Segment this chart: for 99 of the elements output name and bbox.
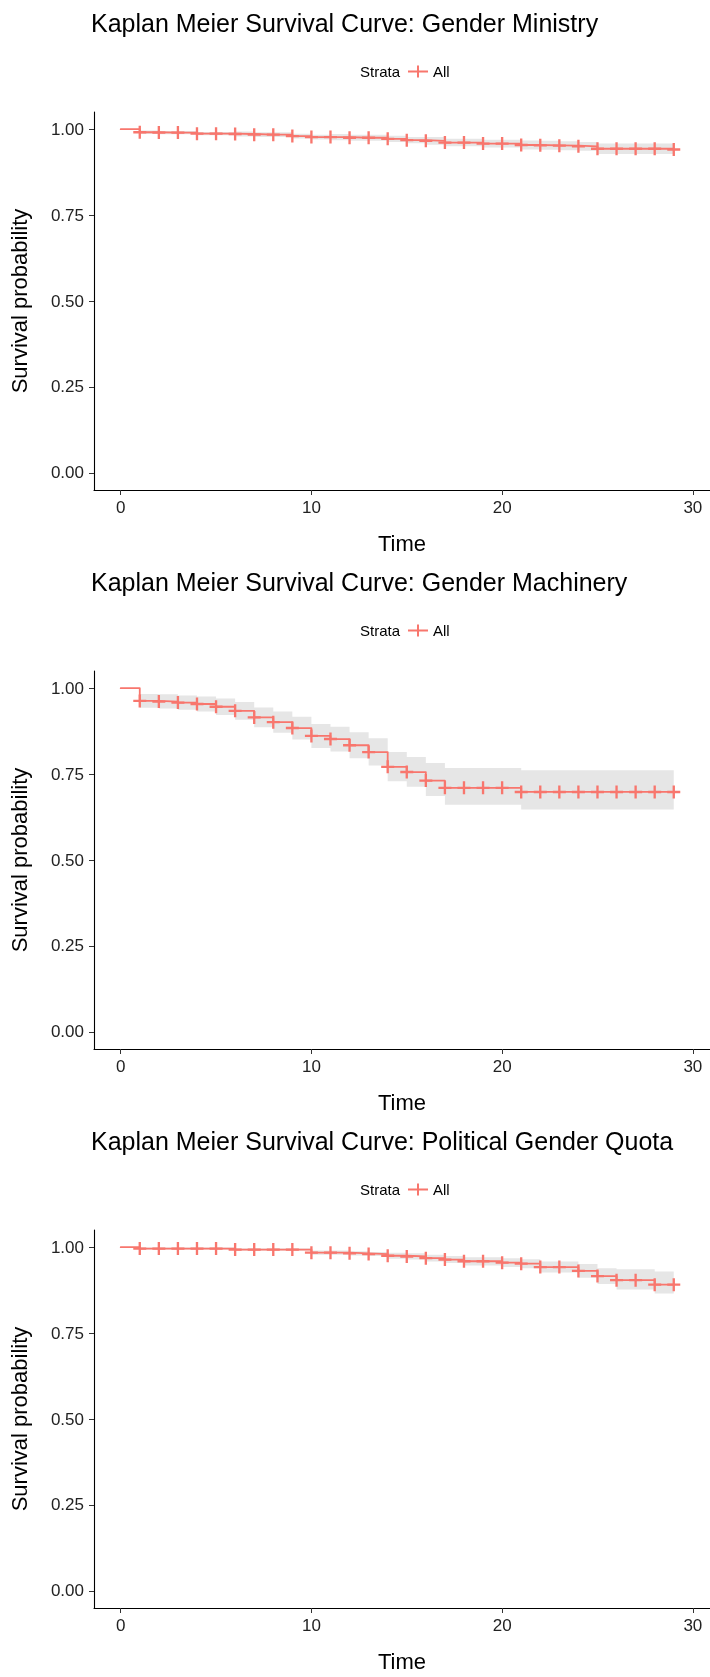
point [152,1242,166,1256]
point [247,710,261,724]
point [533,138,547,152]
x-tick-label: 0 [115,1057,126,1076]
legend-title: Strata [359,1180,401,1198]
legend-label: All [433,622,450,639]
y-tick-label: 0.00 [50,463,84,483]
point [552,785,566,799]
x-tick-label: 30 [683,1057,703,1076]
y-tick-label: 1.00 [50,678,84,698]
point [343,1246,357,1260]
y-tick-label: 0.75 [50,764,84,784]
y-tick-label: 1.00 [50,119,84,139]
x-tick-label: 0 [115,1616,126,1635]
point [209,127,223,141]
point [228,1243,242,1257]
point [285,721,299,735]
point [571,785,585,799]
x-tick-label: 10 [301,498,321,517]
x-tick-label: 10 [301,1616,321,1635]
legend-label: All [433,63,450,80]
point [304,130,318,144]
x-tick-label: 10 [301,1057,321,1076]
point [571,139,585,153]
legend-label: All [433,1181,450,1198]
y-tick-label: 0.50 [50,291,84,311]
point [362,1247,376,1261]
y-tick-label: 0.50 [50,850,84,870]
point [457,136,471,150]
x-tick-label: 20 [492,1057,512,1076]
x-axis-title: Time [377,1648,427,1674]
point [266,1243,280,1257]
y-axis-title: Survival probability [6,1326,32,1512]
point [362,745,376,759]
point [362,131,376,145]
point [552,1260,566,1274]
point [571,1264,585,1278]
y-tick-label: 0.50 [50,1409,84,1429]
y-tick-label: 0.25 [50,377,84,397]
point [285,129,299,143]
chart-title: Kaplan Meier Survival Curve: Gender Machinery [91,567,628,596]
chart-title: Kaplan Meier Survival Curve: Gender Ministry [91,8,599,37]
x-tick-label: 30 [683,1616,703,1635]
x-axis-title: Time [377,1089,427,1115]
point [629,1273,643,1287]
point [190,127,204,141]
x-tick-label: 20 [492,498,512,517]
y-tick-label: 0.00 [50,1581,84,1601]
point [438,136,452,150]
point [152,126,166,140]
y-tick-label: 0.25 [50,1495,84,1515]
y-tick-label: 0.25 [50,936,84,956]
y-axis-title: Survival probability [6,767,32,953]
x-axis-title: Time [377,530,427,556]
legend-title: Strata [359,621,401,639]
point [590,142,604,156]
legend-title: Strata [359,62,401,80]
point [476,137,490,151]
point [419,774,433,788]
point [304,1246,318,1260]
point [495,137,509,151]
point [438,1253,452,1267]
x-tick-label: 0 [115,498,126,517]
point [590,785,604,799]
point [629,785,643,799]
point [590,1269,604,1283]
point [610,142,624,156]
y-tick-label: 0.75 [50,205,84,225]
point [610,785,624,799]
point [323,130,337,144]
y-tick-label: 0.75 [50,1323,84,1343]
point [171,126,185,140]
point [247,1243,261,1257]
point [133,1242,147,1256]
y-axis-title: Survival probability [6,208,32,394]
y-tick-label: 0.00 [50,1022,84,1042]
point [667,142,681,156]
point [304,729,318,743]
point [400,1249,414,1263]
point [629,142,643,156]
y-tick-label: 1.00 [50,1237,84,1257]
chart-title: Kaplan Meier Survival Curve: Political Gender Quota [91,1126,674,1155]
point [209,1242,223,1256]
point [343,738,357,752]
point [171,1242,185,1256]
x-tick-label: 20 [492,1616,512,1635]
point [323,732,337,746]
point [285,1243,299,1257]
point [495,1256,509,1270]
point [648,1278,662,1292]
point [667,1278,681,1292]
point [323,1246,337,1260]
point [190,1242,204,1256]
point [552,139,566,153]
point [171,696,185,710]
point [152,695,166,709]
x-tick-label: 30 [683,498,703,517]
point [610,1273,624,1287]
point [343,131,357,145]
